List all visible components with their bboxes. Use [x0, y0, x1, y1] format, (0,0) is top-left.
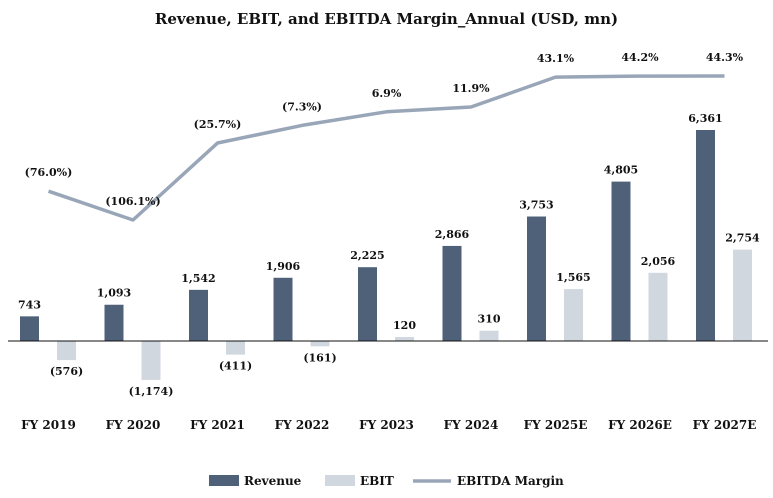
margin-label: 11.9% — [452, 82, 490, 95]
ebit-label: 1,565 — [556, 271, 590, 284]
ebit-label: 310 — [478, 313, 501, 326]
revenue-label: 1,906 — [266, 260, 301, 273]
x-tick-label: FY 2020 — [106, 418, 161, 432]
ebit-bar — [310, 341, 330, 347]
margin-label: (76.0%) — [25, 166, 73, 179]
legend-ebit-swatch — [325, 475, 355, 486]
legend-ebit-label: EBIT — [360, 474, 394, 488]
x-axis-ticks: FY 2019 FY 2020 FY 2021 FY 2022 FY 2023 FY 20… — [21, 418, 756, 432]
x-tick-label: FY 2023 — [359, 418, 414, 432]
revenue-bar — [104, 304, 124, 341]
margin-label: 43.1% — [537, 52, 575, 65]
revenue-label: 743 — [18, 298, 41, 311]
revenue-label: 4,805 — [604, 164, 638, 177]
x-tick-label: FY 2024 — [444, 418, 499, 432]
margin-label: (106.1%) — [105, 195, 160, 208]
revenue-bar — [189, 289, 208, 341]
legend-revenue-swatch — [209, 475, 239, 486]
x-tick-label: FY 2026E — [608, 418, 672, 432]
revenue-label: 6,361 — [688, 112, 722, 125]
ebit-label: 2,056 — [641, 255, 676, 268]
revenue-label: 1,542 — [181, 272, 215, 285]
ebit-bar — [479, 330, 499, 341]
x-tick-label: FY 2025E — [524, 418, 588, 432]
bar-layer: 743 (576) 1,093 (1,174) 1,542 (411) 1,906 (161)… — [18, 112, 760, 398]
revenue-label: 1,093 — [97, 287, 131, 300]
margin-label: 6.9% — [372, 87, 402, 100]
ebitda-margin-line — [47, 74, 725, 222]
revenue-label: 2,866 — [435, 228, 470, 241]
x-tick-label: FY 2021 — [190, 418, 245, 432]
x-tick-label: FY 2027E — [693, 418, 757, 432]
revenue-bar — [696, 130, 715, 341]
line-layer: (76.0%) (106.1%) (25.7%) (7.3%) 6.9% 11.9% 43.… — [25, 51, 744, 222]
revenue-label: 3,753 — [519, 199, 553, 212]
ebit-bar — [733, 249, 752, 341]
ebit-label: 120 — [393, 319, 416, 332]
margin-label: (7.3%) — [282, 100, 322, 113]
ebit-label: 2,754 — [725, 232, 760, 245]
ebit-bar — [141, 341, 161, 380]
revenue-bar — [611, 181, 631, 341]
ebit-bar — [57, 341, 76, 361]
revenue-bar — [273, 277, 293, 341]
revenue-bar — [358, 267, 377, 341]
x-tick-label: FY 2022 — [275, 418, 330, 432]
ebit-label: (161) — [303, 351, 336, 364]
revenue-bar — [442, 245, 462, 341]
ebit-bar — [395, 337, 414, 341]
x-tick-label: FY 2019 — [21, 418, 76, 432]
margin-label: (25.7%) — [194, 118, 242, 131]
ebit-bar — [226, 341, 245, 355]
ebit-label: (1,174) — [129, 385, 174, 398]
ebit-bar — [648, 272, 668, 341]
legend-revenue-label: Revenue — [244, 474, 302, 488]
ebit-label: (576) — [50, 365, 83, 378]
legend-margin-label: EBITDA Margin — [457, 474, 564, 488]
chart-title: Revenue, EBIT, and EBITDA Margin_Annual … — [155, 10, 618, 28]
revenue-label: 2,225 — [350, 249, 384, 262]
revenue-bar — [20, 316, 39, 341]
margin-label: 44.3% — [706, 51, 744, 64]
ebit-bar — [564, 289, 583, 341]
margin-label: 44.2% — [621, 51, 659, 64]
revenue-bar — [527, 216, 546, 341]
ebit-label: (411) — [219, 360, 252, 373]
legend: Revenue EBIT EBITDA Margin — [209, 474, 564, 488]
